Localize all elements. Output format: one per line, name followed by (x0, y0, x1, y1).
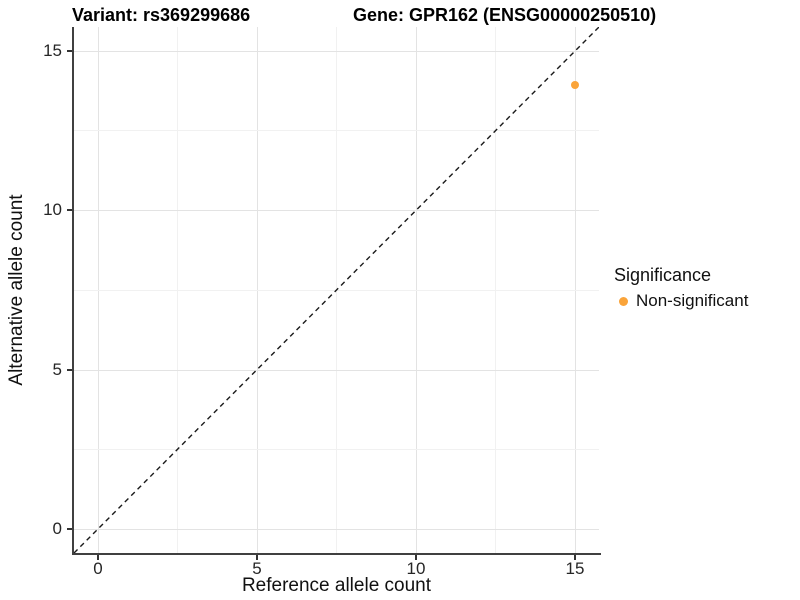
legend-item-non-significant: Non-significant (614, 291, 748, 311)
y-gridline-major-10 (74, 210, 599, 211)
y-gridline-minor-12-5 (74, 130, 599, 131)
x-tick-label-15: 15 (565, 559, 585, 578)
y-gridline-minor-2-5 (74, 449, 599, 450)
y-tick-label-10: 10 (43, 200, 62, 219)
x-tick-15 (574, 555, 576, 560)
x-tick-label-0: 0 (93, 559, 103, 578)
data-point (571, 81, 579, 89)
x-tick-label-5: 5 (252, 559, 262, 578)
plot-panel (74, 27, 599, 553)
y-gridline-major-15 (74, 51, 599, 52)
identity-line (74, 27, 599, 553)
x-axis-title: Reference allele count (241, 575, 432, 596)
x-tick-10 (415, 555, 417, 560)
legend-title: Significance (614, 265, 712, 285)
x-tick-label-10: 10 (406, 559, 426, 578)
x-axis-line (72, 553, 601, 555)
legend-point-icon (619, 296, 628, 306)
y-tick-0 (67, 528, 72, 530)
y-tick-5 (67, 369, 72, 371)
y-axis-line (72, 27, 74, 555)
y-tick-10 (67, 209, 72, 211)
y-tick-label-15: 15 (43, 41, 62, 60)
y-tick-label-0: 0 (52, 519, 62, 538)
legend: Significance Non-significant (614, 265, 748, 311)
y-tick-15 (67, 50, 72, 52)
y-tick-label-5: 5 (52, 360, 62, 379)
x-tick-5 (256, 555, 258, 560)
x-tick-0 (97, 555, 99, 560)
y-gridline-major-5 (74, 370, 599, 371)
legend-item-label: Non-significant (636, 291, 749, 310)
plot-title-gene: Gene: GPR162 (ENSG00000250510) (353, 5, 657, 25)
y-axis-title: Alternative allele count (6, 194, 27, 386)
plot-title-variant: Variant: rs369299686 (72, 5, 251, 25)
y-gridline-major-0 (74, 529, 599, 530)
